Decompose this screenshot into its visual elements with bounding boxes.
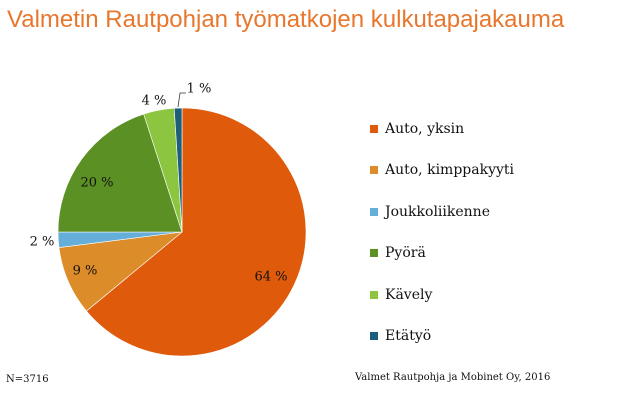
legend-item-etätyö: Etätyö bbox=[370, 316, 514, 358]
pie-slice-etätyö bbox=[173, 107, 183, 233]
legend-swatch bbox=[370, 249, 378, 258]
pie-slices bbox=[57, 107, 307, 357]
slice-labels: 64 % 9 % 2 % 20 % 4 % 1 % bbox=[30, 82, 288, 285]
slice-label-auto-kimppakyyti: 9 % bbox=[73, 264, 98, 279]
legend-item-joukkoliikenne: Joukkoliikenne bbox=[370, 191, 514, 233]
leader-line-etatyo bbox=[177, 92, 186, 108]
source-note: Valmet Rautpohja ja Mobinet Oy, 2016 bbox=[355, 372, 551, 383]
slice-label-auto-yksin: 64 % bbox=[254, 270, 287, 285]
chart-title: Valmetin Rautpohjan työmatkojen kulkutap… bbox=[7, 6, 565, 33]
legend-item-auto-kimppakyyti: Auto, kimppakyyti bbox=[370, 150, 514, 192]
legend-swatch bbox=[370, 290, 378, 299]
legend-label: Etätyö bbox=[385, 328, 432, 345]
legend-swatch bbox=[370, 207, 378, 216]
chart-legend: Auto, yksin Auto, kimppakyyti Joukkoliiken… bbox=[370, 117, 514, 366]
legend-item-kävely: Kävely bbox=[370, 274, 514, 316]
slice-label-joukkoliikenne: 2 % bbox=[30, 235, 55, 250]
legend-item-pyörä: Pyörä bbox=[370, 233, 514, 275]
legend-label: Pyörä bbox=[385, 245, 426, 262]
legend-label: Auto, yksin bbox=[385, 120, 465, 137]
pie-slice-auto-yksin bbox=[86, 107, 307, 357]
legend-swatch bbox=[370, 166, 378, 175]
slice-label-etätyö: 1 % bbox=[187, 82, 212, 97]
slice-label-kävely: 4 % bbox=[142, 94, 167, 109]
legend-swatch bbox=[370, 332, 378, 341]
slice-label-pyörä: 20 % bbox=[80, 176, 113, 191]
legend-label: Joukkoliikenne bbox=[385, 203, 490, 220]
legend-label: Kävely bbox=[385, 286, 433, 303]
legend-item-auto-yksin: Auto, yksin bbox=[370, 108, 514, 150]
legend-swatch bbox=[370, 124, 378, 133]
pie-slice-pyörä bbox=[57, 113, 183, 233]
legend-label: Auto, kimppakyyti bbox=[385, 162, 514, 179]
sample-size-note: N=3716 bbox=[6, 374, 49, 385]
